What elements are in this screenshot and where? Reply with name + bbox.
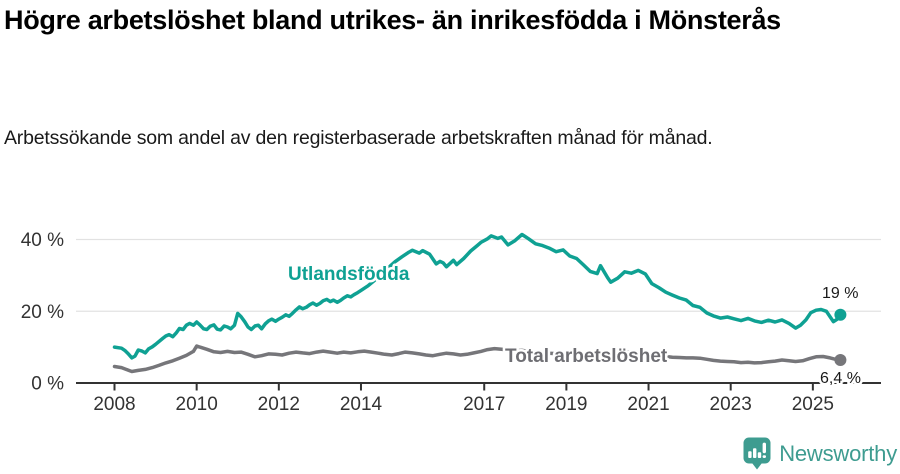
x-tick-label: 2023 xyxy=(710,394,752,415)
chart-title: Högre arbetslöshet bland utrikes- än inr… xyxy=(4,5,781,35)
x-tick-label: 2021 xyxy=(627,394,669,415)
series-end-dot-1 xyxy=(834,354,847,366)
y-tick-label: 20 % xyxy=(21,302,64,323)
series-line-0 xyxy=(112,232,843,360)
series-label-total-arbetsloshet: Total arbetslöshet xyxy=(505,346,668,367)
x-tick-label: 2008 xyxy=(93,394,135,415)
x-tick-label: 2025 xyxy=(792,394,834,415)
x-tick-label: 2019 xyxy=(545,394,587,415)
end-value-label-total: 6,4 % xyxy=(820,370,861,387)
newsworthy-logo-text: Newsworthy xyxy=(779,440,897,466)
end-value-label-utlandsfodda: 19 % xyxy=(822,285,858,302)
x-tick-label: 2014 xyxy=(340,394,383,415)
newsworthy-logo-icon xyxy=(743,437,771,470)
chart-subtitle: Arbetssökande som andel av den registerb… xyxy=(4,127,713,149)
y-tick-label: 0 % xyxy=(31,374,64,395)
newsworthy-logo: Newsworthy xyxy=(743,437,897,470)
series-label-utlandsfodda: Utlandsfödda xyxy=(288,264,410,285)
series-line-1 xyxy=(112,344,843,374)
x-tick-label: 2017 xyxy=(463,394,505,415)
y-tick-label: 40 % xyxy=(21,230,64,251)
plot-area: 0 % 20 % 40 % 2008 2010 2012 2014 2017 2019 2021 2… xyxy=(21,230,881,415)
series-end-dot-0 xyxy=(834,308,847,321)
x-tick-label: 2010 xyxy=(176,394,218,415)
x-tick-label: 2012 xyxy=(258,394,300,415)
